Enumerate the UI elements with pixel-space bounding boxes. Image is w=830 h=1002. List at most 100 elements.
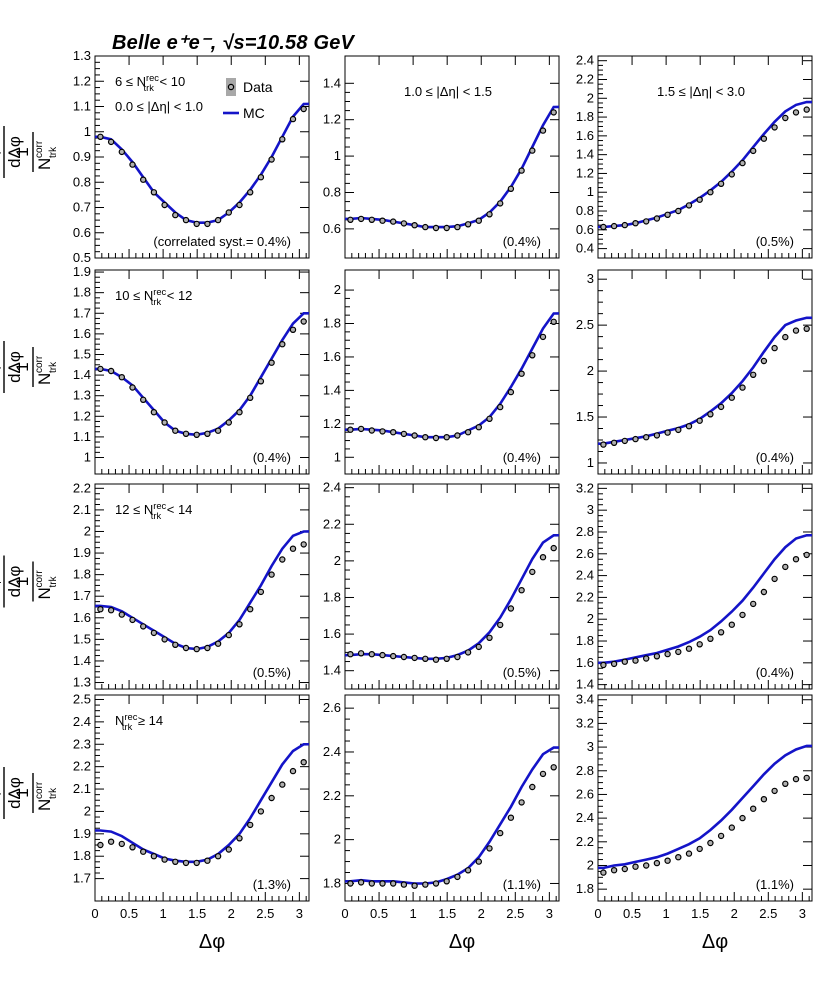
data-point	[139, 848, 147, 855]
panel-frame	[597, 694, 813, 902]
y-tick-label: 2	[587, 363, 594, 378]
y-tick-label: 1	[587, 184, 594, 199]
panel-r3-c1: 1.8 2 2.2 2.4 2.6 0 0.5 1 1.5 2 2.5 3 (1.1%)	[323, 694, 560, 921]
y-tick-label: 2	[587, 90, 594, 105]
y-axis-label: 1NcorrtrkdNcorrpairdΔφ	[0, 341, 59, 393]
data-point	[529, 568, 536, 576]
data-point	[653, 215, 661, 222]
data-point	[422, 655, 429, 663]
y-tick-label: 2.4	[323, 744, 341, 759]
data-point	[507, 605, 515, 612]
y-tick-label: 2.6	[323, 700, 341, 715]
x-tick-label: 1	[160, 906, 167, 921]
y-label-den: dΔφ	[5, 136, 24, 168]
data-point	[172, 427, 179, 434]
data-point	[400, 653, 408, 661]
data-point	[379, 428, 386, 435]
x-tick-label: 2	[478, 906, 485, 921]
data-point	[411, 654, 418, 662]
data-point	[497, 403, 504, 411]
y-tick-label: 1.4	[323, 663, 341, 678]
data-point	[643, 862, 650, 869]
data-point	[653, 432, 661, 439]
legend-mc-label: MC	[243, 105, 265, 121]
data-point	[739, 159, 746, 167]
data-point	[539, 127, 547, 134]
data-point	[707, 188, 714, 196]
y-tick-label: 1.8	[576, 881, 594, 896]
data-point	[422, 434, 429, 441]
y-tick-label: 1.2	[73, 73, 91, 88]
syst-label: (0.5%)	[503, 665, 541, 680]
data-point	[443, 434, 450, 441]
data-point	[129, 844, 136, 851]
data-point	[225, 209, 232, 216]
y-tick-label: 0.4	[576, 241, 594, 256]
y-tick-label: 2.2	[73, 480, 91, 495]
x-axis-label: Δφ	[199, 931, 225, 953]
data-point	[539, 554, 547, 561]
y-tick-label: 3	[587, 502, 594, 517]
x-axis-label: Δφ	[449, 931, 475, 953]
data-point	[300, 541, 307, 548]
data-point	[257, 173, 265, 181]
data-point	[236, 201, 243, 209]
data-point	[760, 135, 768, 142]
mc-curve	[344, 746, 560, 885]
data-point	[664, 857, 671, 864]
data-point	[400, 881, 408, 888]
mc-curve	[597, 744, 813, 870]
data-point	[379, 880, 386, 887]
y-label-num-sub: pair	[0, 352, 2, 369]
data-point	[707, 635, 714, 643]
y-tick-label: 1.3	[73, 388, 91, 403]
data-point	[268, 571, 275, 578]
column-label: 1.5 ≤ |Δη| < 3.0	[657, 84, 745, 99]
y-label-frac-den-sub: trk	[48, 787, 59, 799]
y-tick-label: 2.4	[576, 810, 594, 825]
mc-curve	[344, 105, 560, 229]
y-tick-label: 2.2	[576, 589, 594, 604]
panel-frame	[94, 694, 310, 902]
y-label-den: dΔφ	[5, 566, 24, 598]
data-point	[728, 394, 736, 401]
y-label-frac-den-sup: corr	[34, 570, 45, 588]
data-point	[225, 419, 232, 426]
y-label-frac-den: N	[35, 799, 54, 811]
y-label-frac-den-sup: corr	[34, 140, 45, 158]
mc-curve	[344, 312, 560, 439]
y-tick-label: 1.4	[323, 75, 341, 90]
data-point	[422, 881, 429, 888]
data-point	[675, 207, 682, 215]
y-tick-label: 1.6	[323, 626, 341, 641]
y-tick-label: 1.8	[73, 285, 91, 300]
data-point	[600, 869, 607, 876]
y-tick-label: 1.2	[323, 112, 341, 127]
x-axis-label: Δφ	[702, 931, 728, 953]
y-tick-label: 1.9	[73, 826, 91, 841]
data-point	[739, 384, 746, 391]
y-tick-label: 2.5	[73, 691, 91, 706]
data-point	[225, 846, 232, 853]
data-point	[268, 359, 275, 366]
y-label-frac-den-sup: corr	[34, 355, 45, 373]
panel-frame	[94, 269, 310, 475]
data-point	[696, 641, 703, 648]
data-point	[507, 814, 515, 821]
data-point	[257, 808, 265, 815]
data-point	[675, 426, 682, 434]
data-point	[300, 318, 307, 325]
data-point	[621, 658, 629, 665]
data-point	[246, 606, 254, 613]
syst-label: (1.1%)	[756, 877, 794, 892]
mc-curve	[94, 311, 310, 437]
y-tick-label: 1	[84, 124, 91, 139]
data-point	[454, 873, 461, 881]
data-point	[610, 867, 618, 874]
column-label: 0.0 ≤ |Δη| < 1.0	[115, 99, 203, 114]
data-point	[443, 224, 450, 232]
y-tick-label: 1.9	[73, 545, 91, 560]
data-point	[107, 367, 115, 375]
y-tick-label: 2.8	[576, 763, 594, 778]
data-point	[161, 856, 168, 863]
